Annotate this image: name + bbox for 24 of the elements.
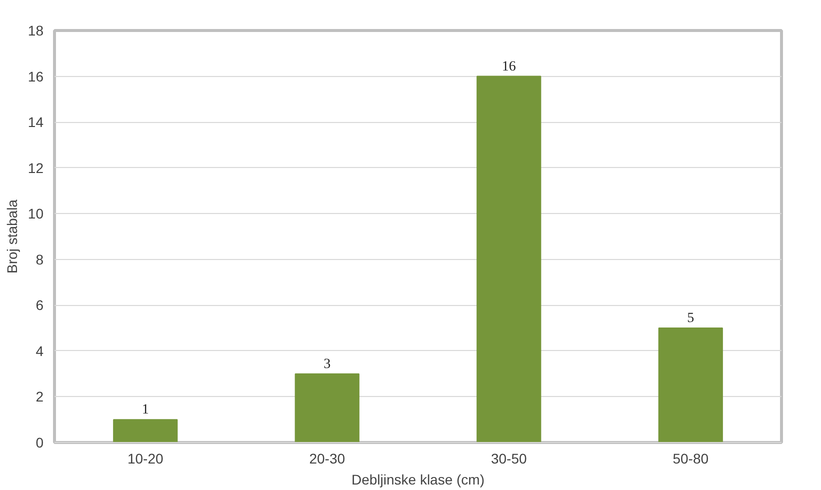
bar [658,328,723,442]
data-label: 5 [687,311,694,326]
y-tick-label: 0 [36,434,44,450]
y-tick-label: 14 [28,114,44,130]
data-label: 16 [502,59,516,74]
data-label: 1 [142,402,149,418]
data-label: 3 [324,356,331,372]
y-tick-label: 4 [36,342,44,359]
y-tick-label: 2 [36,388,44,405]
x-tick-label: 50-80 [672,450,709,466]
x-axis-title: Debljinske klase (cm) [351,472,485,488]
y-tick-label: 6 [36,297,44,314]
y-tick-label: 12 [28,160,44,176]
x-tick-label: 10-20 [127,450,164,466]
bar [294,373,360,442]
y-tick-label: 16 [28,68,44,84]
bar [113,419,178,442]
x-tick-label: 30-50 [490,450,527,466]
x-tick-label: 20-30 [309,450,346,466]
y-tick-label: 8 [36,251,44,268]
bar [476,76,542,442]
y-tick-label: 18 [28,22,44,38]
y-tick-label: 10 [28,206,44,222]
y-axis-title: Broj stabala [4,199,20,274]
